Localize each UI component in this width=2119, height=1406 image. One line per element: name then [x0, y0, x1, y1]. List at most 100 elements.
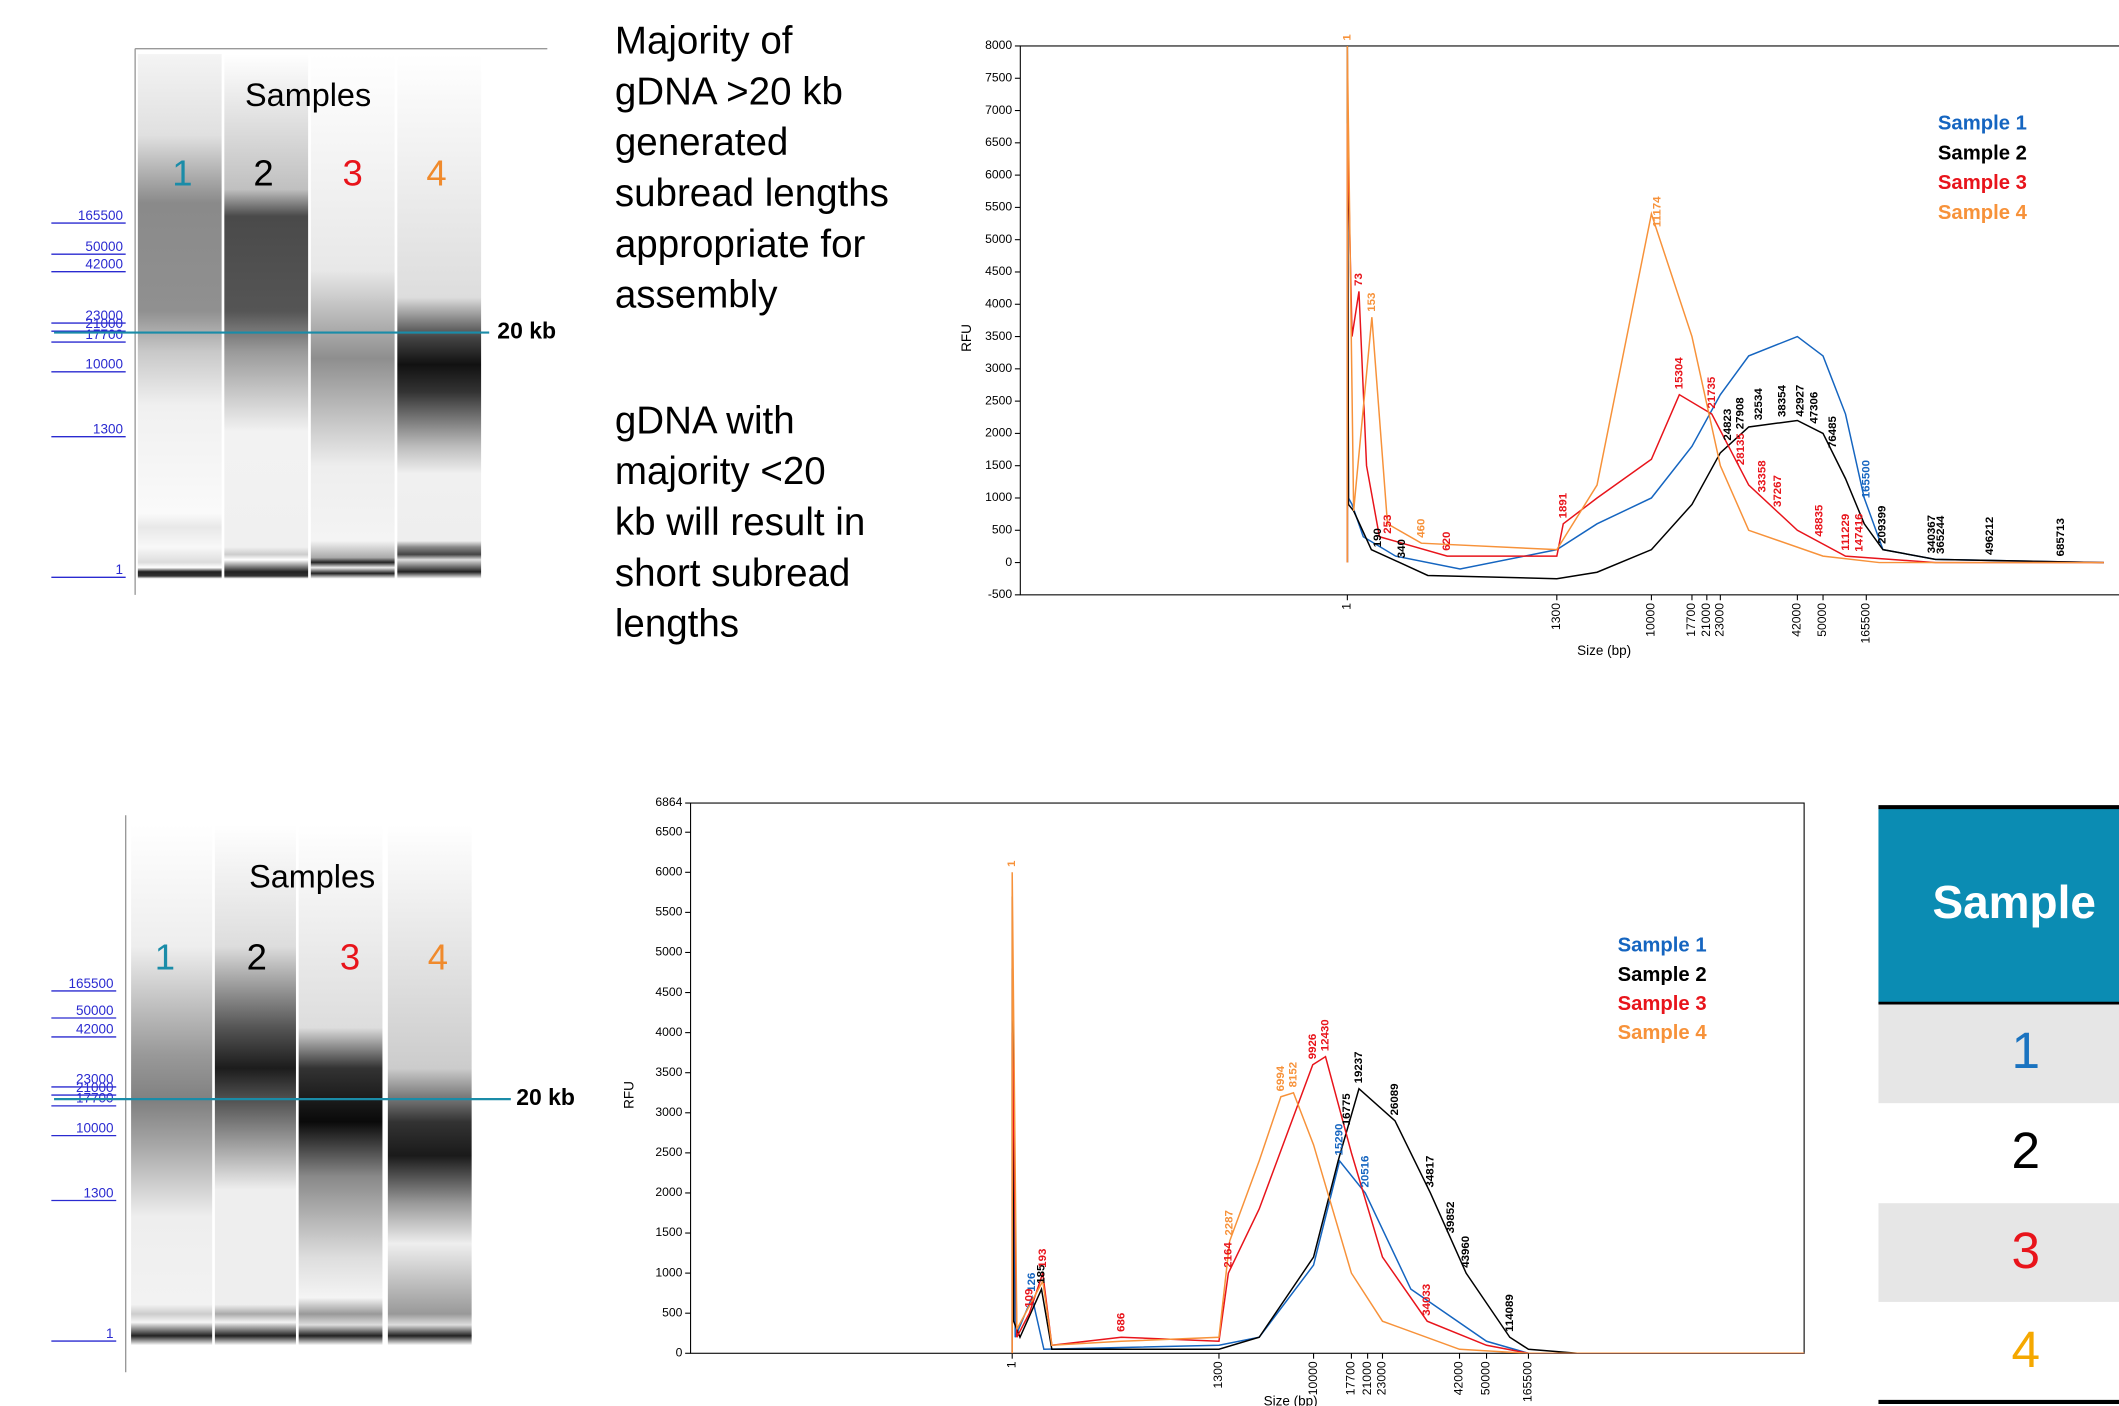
y-tick-label: 2500	[655, 1145, 682, 1159]
y-tick-label: 1500	[655, 1225, 682, 1239]
peak-label: 190	[1372, 528, 1384, 547]
peak-label: 26089	[1389, 1083, 1401, 1115]
ladder-label: 21000	[85, 316, 123, 331]
legend-entry: Sample 4	[1618, 1022, 1708, 1044]
x-tick-label: 50000	[1815, 603, 1829, 637]
lane-label: 4	[426, 152, 446, 193]
y-tick-label: 2500	[985, 393, 1012, 407]
trace-line	[1011, 872, 1805, 1354]
x-tick-label: 21000	[1699, 603, 1713, 637]
peak-label: 15304	[1673, 357, 1685, 390]
note-line: Majority of	[615, 19, 793, 62]
peak-label: 37267	[1772, 475, 1784, 507]
gel-lane	[137, 54, 222, 579]
y-tick-label: 1000	[655, 1265, 682, 1279]
legend-entry: Sample 1	[1618, 935, 1707, 957]
peak-label: 12430	[1320, 1019, 1332, 1051]
peak-label: 33358	[1756, 460, 1768, 493]
gel-lane	[214, 824, 296, 1346]
peak-label: 47306	[1808, 392, 1820, 424]
peak-label: 28135	[1735, 433, 1747, 466]
legend-entry: Sample 4	[1938, 202, 2028, 224]
x-tick-label: 1300	[1211, 1361, 1225, 1388]
y-tick-label: 6000	[985, 167, 1012, 181]
ladder-label: 1	[115, 562, 123, 577]
peak-label: 43960	[1460, 1236, 1472, 1268]
peak-label: 153	[1366, 293, 1378, 312]
peak-label: 11174	[1652, 196, 1664, 227]
x-tick-label: 17700	[1344, 1361, 1358, 1395]
y-tick-label: 7000	[985, 103, 1012, 117]
note-line: generated	[615, 121, 788, 164]
gel-lane	[298, 824, 383, 1346]
y-tick-label: 4000	[655, 1025, 682, 1039]
peak-label: 365244	[1935, 515, 1947, 554]
y-tick-label: 0	[676, 1345, 683, 1359]
table-header-cell	[1878, 807, 2119, 1004]
y-tick-label: 3000	[655, 1105, 682, 1119]
peak-label: 126	[1026, 1273, 1038, 1292]
x-tick-label: 1300	[1549, 603, 1563, 630]
ladder-label: 1300	[93, 421, 123, 436]
gel-lane	[397, 54, 482, 579]
x-tick-label: 23000	[1713, 603, 1727, 637]
peak-label: 16775	[1341, 1093, 1353, 1126]
lane-label: 4	[428, 937, 448, 978]
plot-frame	[1019, 45, 2119, 596]
peak-label: 1	[1006, 860, 1018, 867]
peak-label: 209399	[1877, 506, 1889, 544]
peak-label: 34817	[1424, 1156, 1436, 1188]
peak-label: 340	[1396, 539, 1408, 558]
peak-label: 1	[1341, 34, 1353, 41]
plot-frame	[690, 802, 1805, 1354]
legend-entry: Sample 3	[1618, 993, 1707, 1015]
peak-label: 15290	[1334, 1124, 1346, 1156]
note-line: lengths	[615, 603, 739, 646]
x-tick-label: 165500	[1859, 603, 1873, 644]
y-tick-label: 0	[1005, 555, 1012, 569]
y-axis-label: RFU	[959, 324, 974, 352]
y-tick-label: 7500	[985, 70, 1012, 84]
y-tick-label: 4500	[985, 264, 1012, 278]
note-line: assembly	[615, 274, 778, 317]
peak-label: 6994	[1275, 1065, 1287, 1091]
note-line: kb will result in	[615, 501, 865, 544]
peak-label: 20516	[1359, 1156, 1371, 1188]
trace-line	[1011, 896, 1805, 1354]
y-tick-label: 500	[662, 1305, 683, 1319]
y-axis-label: RFU	[621, 1081, 636, 1109]
y-tick-label: 6500	[655, 824, 682, 838]
note-line: gDNA with	[615, 399, 795, 442]
gel-lane	[310, 54, 395, 579]
y-tick-label: 2000	[985, 426, 1012, 440]
table-header: Sample	[1933, 876, 2096, 928]
table-cell: 1	[2011, 1022, 2040, 1079]
note-line: subread lengths	[615, 172, 889, 215]
peak-label: 34033	[1421, 1284, 1433, 1316]
ladder-label: 42000	[85, 257, 123, 272]
y-tick-label: 1000	[985, 490, 1012, 504]
peak-label: 2164	[1222, 1242, 1234, 1268]
y-tick-label: -500	[988, 587, 1013, 601]
peak-label: 21735	[1706, 376, 1718, 409]
peak-label: 27908	[1734, 397, 1746, 430]
x-axis-label: Size (bp)	[1264, 1394, 1318, 1406]
ladder-label: 1300	[83, 1185, 113, 1200]
legend-entry: Sample 2	[1618, 964, 1707, 986]
chart: -500 0 500 1000 1500 2000 2500 3000 3500 4000 4500…	[959, 34, 2119, 658]
ladder-label: 10000	[76, 1120, 114, 1135]
trace-line	[1346, 45, 2104, 564]
y-tick-label: 4000	[985, 296, 1012, 310]
table-row-bg	[1878, 1003, 2119, 1104]
x-tick-label: 1	[1004, 1361, 1018, 1368]
y-tick-label: 5000	[655, 945, 682, 959]
x-tick-label: 21000	[1360, 1361, 1374, 1395]
peak-label: 48835	[1813, 504, 1825, 537]
peak-label: 165500	[1860, 460, 1872, 498]
x-tick-label: 165500	[1521, 1361, 1535, 1402]
peak-label: 193	[1037, 1249, 1049, 1268]
peak-label: 8152	[1288, 1062, 1300, 1088]
x-tick-label: 10000	[1644, 603, 1658, 637]
x-tick-label: 10000	[1306, 1361, 1320, 1395]
